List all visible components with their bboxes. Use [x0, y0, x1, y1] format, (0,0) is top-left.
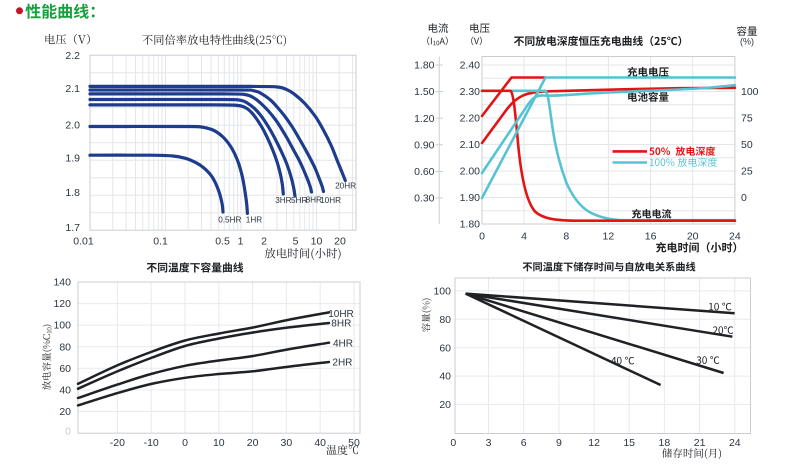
svg-text:60: 60 [59, 363, 71, 375]
svg-text:12: 12 [603, 231, 615, 243]
svg-text:1.20: 1.20 [414, 113, 435, 125]
svg-text:2.0: 2.0 [65, 120, 80, 132]
svg-text:30: 30 [281, 437, 293, 449]
svg-text:1.50: 1.50 [414, 86, 435, 98]
svg-text:1HR: 1HR [246, 215, 262, 224]
svg-text:24: 24 [729, 437, 741, 449]
svg-text:0: 0 [741, 192, 747, 204]
svg-text:2.10: 2.10 [460, 139, 481, 151]
svg-text:0.1: 0.1 [153, 235, 168, 247]
svg-text:2.20: 2.20 [460, 113, 481, 125]
svg-text:2.2: 2.2 [65, 50, 80, 62]
svg-text:0: 0 [450, 437, 456, 449]
svg-text:10HR: 10HR [328, 309, 354, 320]
svg-text:100: 100 [433, 286, 451, 298]
svg-text:(%): (%) [740, 37, 754, 47]
svg-text:24: 24 [729, 231, 741, 243]
svg-text:3HR: 3HR [275, 196, 291, 205]
svg-text:140: 140 [53, 277, 71, 289]
svg-text:1.90: 1.90 [460, 192, 481, 204]
svg-text:2.1: 2.1 [65, 83, 80, 95]
svg-text:10: 10 [311, 235, 323, 247]
svg-text:2.40: 2.40 [460, 60, 481, 72]
svg-text:2: 2 [261, 235, 267, 247]
svg-text:0: 0 [182, 437, 188, 449]
svg-text:0.90: 0.90 [414, 139, 435, 151]
svg-text:16: 16 [645, 231, 657, 243]
svg-text:5HR: 5HR [291, 196, 307, 205]
svg-text:-20: -20 [110, 437, 125, 449]
svg-text:9: 9 [556, 437, 562, 449]
svg-text:120: 120 [53, 298, 71, 310]
svg-text:20: 20 [439, 399, 451, 411]
svg-text:0.60: 0.60 [414, 166, 435, 178]
svg-text:15: 15 [623, 437, 635, 449]
svg-text:0.5HR: 0.5HR [218, 216, 241, 225]
svg-text:20: 20 [247, 437, 259, 449]
svg-text:0: 0 [65, 426, 71, 438]
svg-text:8HR: 8HR [306, 195, 322, 204]
svg-text:75: 75 [741, 113, 753, 125]
svg-text:1.8: 1.8 [65, 187, 80, 199]
svg-text:2.00: 2.00 [460, 166, 481, 178]
svg-text:5: 5 [293, 235, 299, 247]
svg-text:2HR: 2HR [332, 358, 352, 369]
svg-text:1.9: 1.9 [65, 153, 80, 165]
svg-text:0.30: 0.30 [414, 193, 435, 205]
svg-text:21: 21 [694, 437, 706, 449]
svg-text:100: 100 [741, 86, 759, 98]
svg-text:0.5: 0.5 [215, 235, 230, 247]
svg-text:40: 40 [314, 437, 326, 449]
svg-text:8: 8 [563, 231, 569, 243]
svg-text:0: 0 [479, 231, 485, 243]
svg-text:20: 20 [334, 235, 346, 247]
svg-text:40: 40 [439, 371, 451, 383]
svg-text:3: 3 [486, 437, 492, 449]
svg-text:20: 20 [687, 231, 699, 243]
svg-text:60: 60 [439, 342, 451, 354]
svg-text:2.30: 2.30 [460, 86, 481, 98]
svg-text:4HR: 4HR [333, 339, 353, 350]
svg-text:6: 6 [521, 437, 527, 449]
svg-text:12: 12 [588, 437, 600, 449]
svg-text:18: 18 [659, 437, 671, 449]
svg-text:1.80: 1.80 [460, 219, 481, 231]
svg-text:1.7: 1.7 [65, 222, 80, 234]
svg-text:100: 100 [53, 320, 71, 332]
svg-text:25: 25 [741, 166, 753, 178]
svg-text:1.80: 1.80 [414, 60, 435, 72]
svg-text:50: 50 [741, 139, 753, 151]
svg-text:-10: -10 [144, 437, 159, 449]
svg-text:50: 50 [348, 437, 360, 449]
svg-text:8HR: 8HR [331, 319, 351, 330]
svg-text:1: 1 [238, 235, 244, 247]
svg-text:4: 4 [521, 231, 527, 243]
svg-text:20: 20 [59, 406, 71, 418]
svg-text:40: 40 [59, 385, 71, 397]
svg-text:80: 80 [439, 314, 451, 326]
svg-text:80: 80 [59, 341, 71, 353]
svg-text:20HR: 20HR [335, 182, 356, 191]
svg-text:10: 10 [213, 437, 225, 449]
svg-text:10HR: 10HR [320, 196, 341, 205]
svg-text:0.01: 0.01 [73, 235, 94, 247]
